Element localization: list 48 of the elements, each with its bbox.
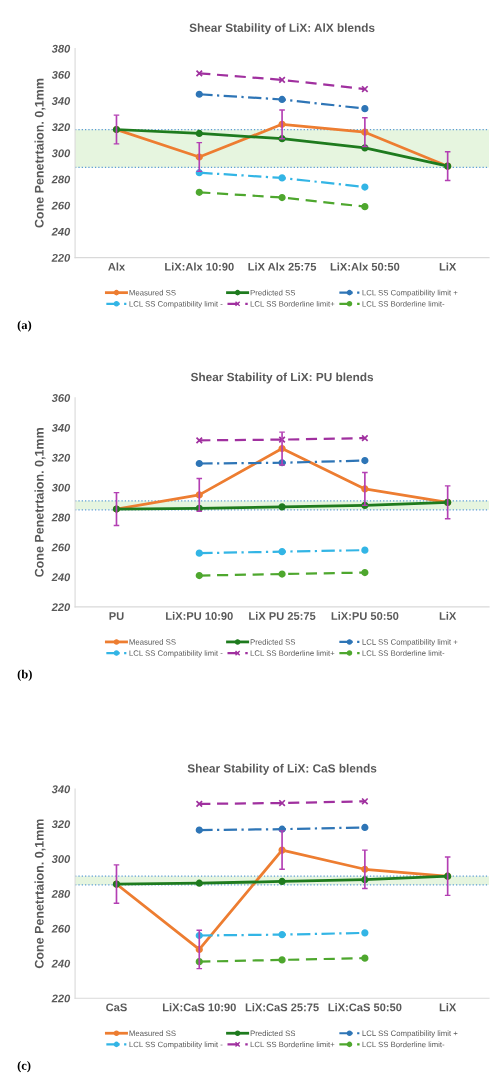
- y-tick-label: 300: [51, 149, 71, 158]
- y-tick-label: 240: [51, 959, 71, 968]
- y-tick-label: 320: [51, 123, 71, 132]
- y-tick-label: 300: [51, 483, 71, 492]
- y-axis-title: Cone Penetrtaion. 0,1mm: [34, 428, 46, 577]
- x-tick-label: LiX: [439, 262, 457, 271]
- chart-title: Shear Stability of LiX: AlX blends: [189, 23, 375, 35]
- y-tick-label: 380: [51, 44, 71, 53]
- chart-title: Shear Stability of LiX: CaS blends: [187, 763, 377, 775]
- x-tick-label: LiX: [439, 1003, 457, 1012]
- x-tick-label: LiX Alx 25:75: [248, 262, 317, 271]
- x-tick-label: LiX: [439, 611, 457, 620]
- y-tick-label: 260: [51, 543, 71, 552]
- text: (a): [17, 320, 32, 332]
- x-tick-label: LiX:CaS 25:75: [245, 1003, 319, 1012]
- y-axis-title: Cone Penetrtaion. 0,1mm: [34, 819, 46, 969]
- x-tick-label: LiX:Alx 50:50: [330, 262, 400, 271]
- x-tick-label: PU: [109, 612, 124, 620]
- y-tick-label: 340: [51, 97, 71, 105]
- y-tick-label: 360: [51, 394, 71, 402]
- y-tick-label: 340: [51, 785, 71, 794]
- y-tick-label: 220: [51, 994, 71, 1003]
- text: (c): [17, 1060, 31, 1073]
- y-tick-label: 360: [51, 70, 71, 79]
- y-tick-label: 260: [51, 201, 71, 210]
- x-tick-label: LiX:CaS 50:50: [328, 1003, 402, 1012]
- x-tick-label: LiX:PU 10:90: [166, 611, 233, 620]
- text: (b): [17, 669, 32, 681]
- x-tick-label: LiX PU 25:75: [249, 611, 316, 620]
- x-tick-label: LiX:PU 50:50: [331, 611, 399, 620]
- y-tick-label: 240: [51, 227, 71, 236]
- x-tick-label: Alx: [108, 262, 126, 271]
- y-tick-label: 320: [51, 453, 71, 462]
- chart-title: Shear Stability of LiX: PU blends: [190, 372, 374, 384]
- y-tick-label: 280: [51, 513, 71, 522]
- y-tick-label: 260: [51, 924, 71, 933]
- y-tick-label: 340: [51, 423, 71, 432]
- y-tick-label: 240: [51, 573, 71, 582]
- y-tick-label: 280: [51, 889, 71, 898]
- x-tick-label: LiX:CaS 10:90: [162, 1003, 236, 1012]
- x-tick-label: CaS: [106, 1003, 127, 1012]
- y-tick-label: 280: [51, 175, 71, 184]
- y-tick-label: 320: [51, 820, 71, 829]
- y-tick-label: 300: [51, 855, 71, 863]
- y-tick-label: 220: [51, 603, 71, 612]
- y-axis-title: Cone Penetrtaion. 0,1mm: [34, 78, 46, 228]
- y-tick-label: 220: [51, 253, 71, 262]
- x-tick-label: LiX:Alx 10:90: [165, 262, 234, 271]
